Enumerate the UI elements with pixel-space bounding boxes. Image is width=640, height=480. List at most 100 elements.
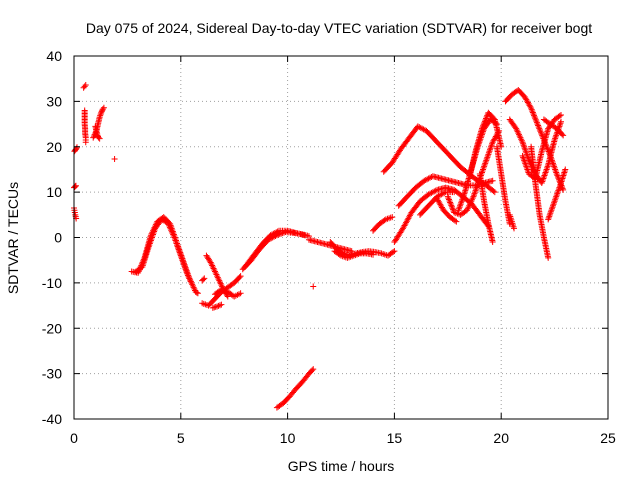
data-point xyxy=(168,227,175,234)
data-point xyxy=(480,121,487,128)
data-point xyxy=(531,113,538,120)
data-point xyxy=(170,233,177,240)
data-point xyxy=(553,170,560,177)
data-point xyxy=(447,199,454,206)
series-arc4-c xyxy=(370,214,396,234)
data-point xyxy=(71,184,78,191)
series-t0-e xyxy=(81,107,89,146)
x-tick-label: 20 xyxy=(493,430,509,446)
series-arc6-e xyxy=(545,166,569,223)
data-point xyxy=(558,111,565,118)
data-point xyxy=(448,202,455,209)
y-tick-label: 0 xyxy=(54,230,62,246)
data-point xyxy=(194,290,201,297)
data-point xyxy=(441,189,448,196)
data-point xyxy=(200,276,207,283)
series-arc4-a xyxy=(327,239,398,259)
data-point xyxy=(533,119,540,126)
data-point xyxy=(391,248,398,255)
data-point xyxy=(532,115,539,122)
series-arc4-b xyxy=(331,248,377,261)
data-point xyxy=(529,109,536,116)
data-point xyxy=(164,219,171,226)
data-point xyxy=(237,290,244,297)
data-point xyxy=(165,221,172,228)
data-point xyxy=(560,186,567,193)
data-point xyxy=(544,147,551,154)
x-tick-label: 10 xyxy=(280,430,296,446)
data-point xyxy=(168,228,175,235)
data-point xyxy=(237,273,244,280)
series-arc3-d xyxy=(310,283,317,290)
series-t0-f xyxy=(90,104,107,141)
series-t0-a xyxy=(71,144,80,155)
data-point xyxy=(528,106,535,113)
y-axis-label: SDTVAR / TECUs xyxy=(5,182,21,294)
data-point xyxy=(216,302,223,309)
series-arc2-c xyxy=(211,286,244,300)
data-point xyxy=(218,301,225,308)
data-point xyxy=(111,156,118,163)
data-point xyxy=(390,249,397,256)
series-t0-d xyxy=(80,82,89,91)
series-arc6-b xyxy=(506,116,565,187)
y-tick-label: 40 xyxy=(46,48,62,64)
series-arc3-b xyxy=(241,227,308,270)
data-point xyxy=(166,222,173,229)
data-point xyxy=(490,188,497,195)
data-point xyxy=(558,118,565,125)
data-point xyxy=(535,122,542,129)
series-arc3-e xyxy=(273,366,317,411)
data-point xyxy=(562,166,569,173)
series-arc5-i xyxy=(476,170,496,246)
data-point xyxy=(161,217,168,224)
data-point xyxy=(528,105,535,112)
data-point xyxy=(535,123,542,130)
data-point xyxy=(167,225,174,232)
data-point xyxy=(100,104,107,111)
x-tick-label: 15 xyxy=(387,430,403,446)
data-point xyxy=(451,189,458,196)
y-tick-label: 20 xyxy=(46,139,62,155)
data-point xyxy=(309,367,316,374)
data-point xyxy=(534,121,541,128)
data-point xyxy=(556,112,563,119)
series-t0-b xyxy=(71,182,79,191)
data-point xyxy=(188,279,195,286)
data-point xyxy=(81,83,88,90)
data-point xyxy=(170,231,177,238)
series-arc3-a xyxy=(239,229,312,273)
data-point xyxy=(96,135,103,142)
data-point xyxy=(560,132,567,139)
data-point xyxy=(554,173,561,180)
data-point xyxy=(536,126,543,133)
data-point xyxy=(447,200,454,207)
data-point xyxy=(530,110,537,117)
series-arc1-b xyxy=(132,216,195,286)
data-point xyxy=(453,218,460,225)
data-point xyxy=(162,218,169,225)
data-point xyxy=(159,217,166,224)
series-t0-c xyxy=(71,205,80,222)
data-point xyxy=(539,132,546,139)
data-point xyxy=(370,251,377,258)
data-point xyxy=(532,116,539,123)
series-arc5-k xyxy=(506,211,518,232)
series-arc5-a xyxy=(380,123,498,196)
data-point xyxy=(490,115,497,122)
data-point xyxy=(236,274,243,281)
grid-lines xyxy=(74,56,608,419)
data-point xyxy=(381,217,388,224)
data-point xyxy=(536,125,543,132)
data-point xyxy=(201,275,208,282)
data-point xyxy=(449,205,456,212)
series-arc2-d xyxy=(209,301,225,311)
data-point xyxy=(445,195,452,202)
series-arc5-f xyxy=(444,127,503,218)
data-point xyxy=(301,232,308,239)
y-tick-label: -10 xyxy=(42,275,62,291)
data-point xyxy=(483,115,490,122)
series-t0-h xyxy=(111,156,118,163)
y-tick-label: -20 xyxy=(42,320,62,336)
data-point xyxy=(538,129,545,136)
